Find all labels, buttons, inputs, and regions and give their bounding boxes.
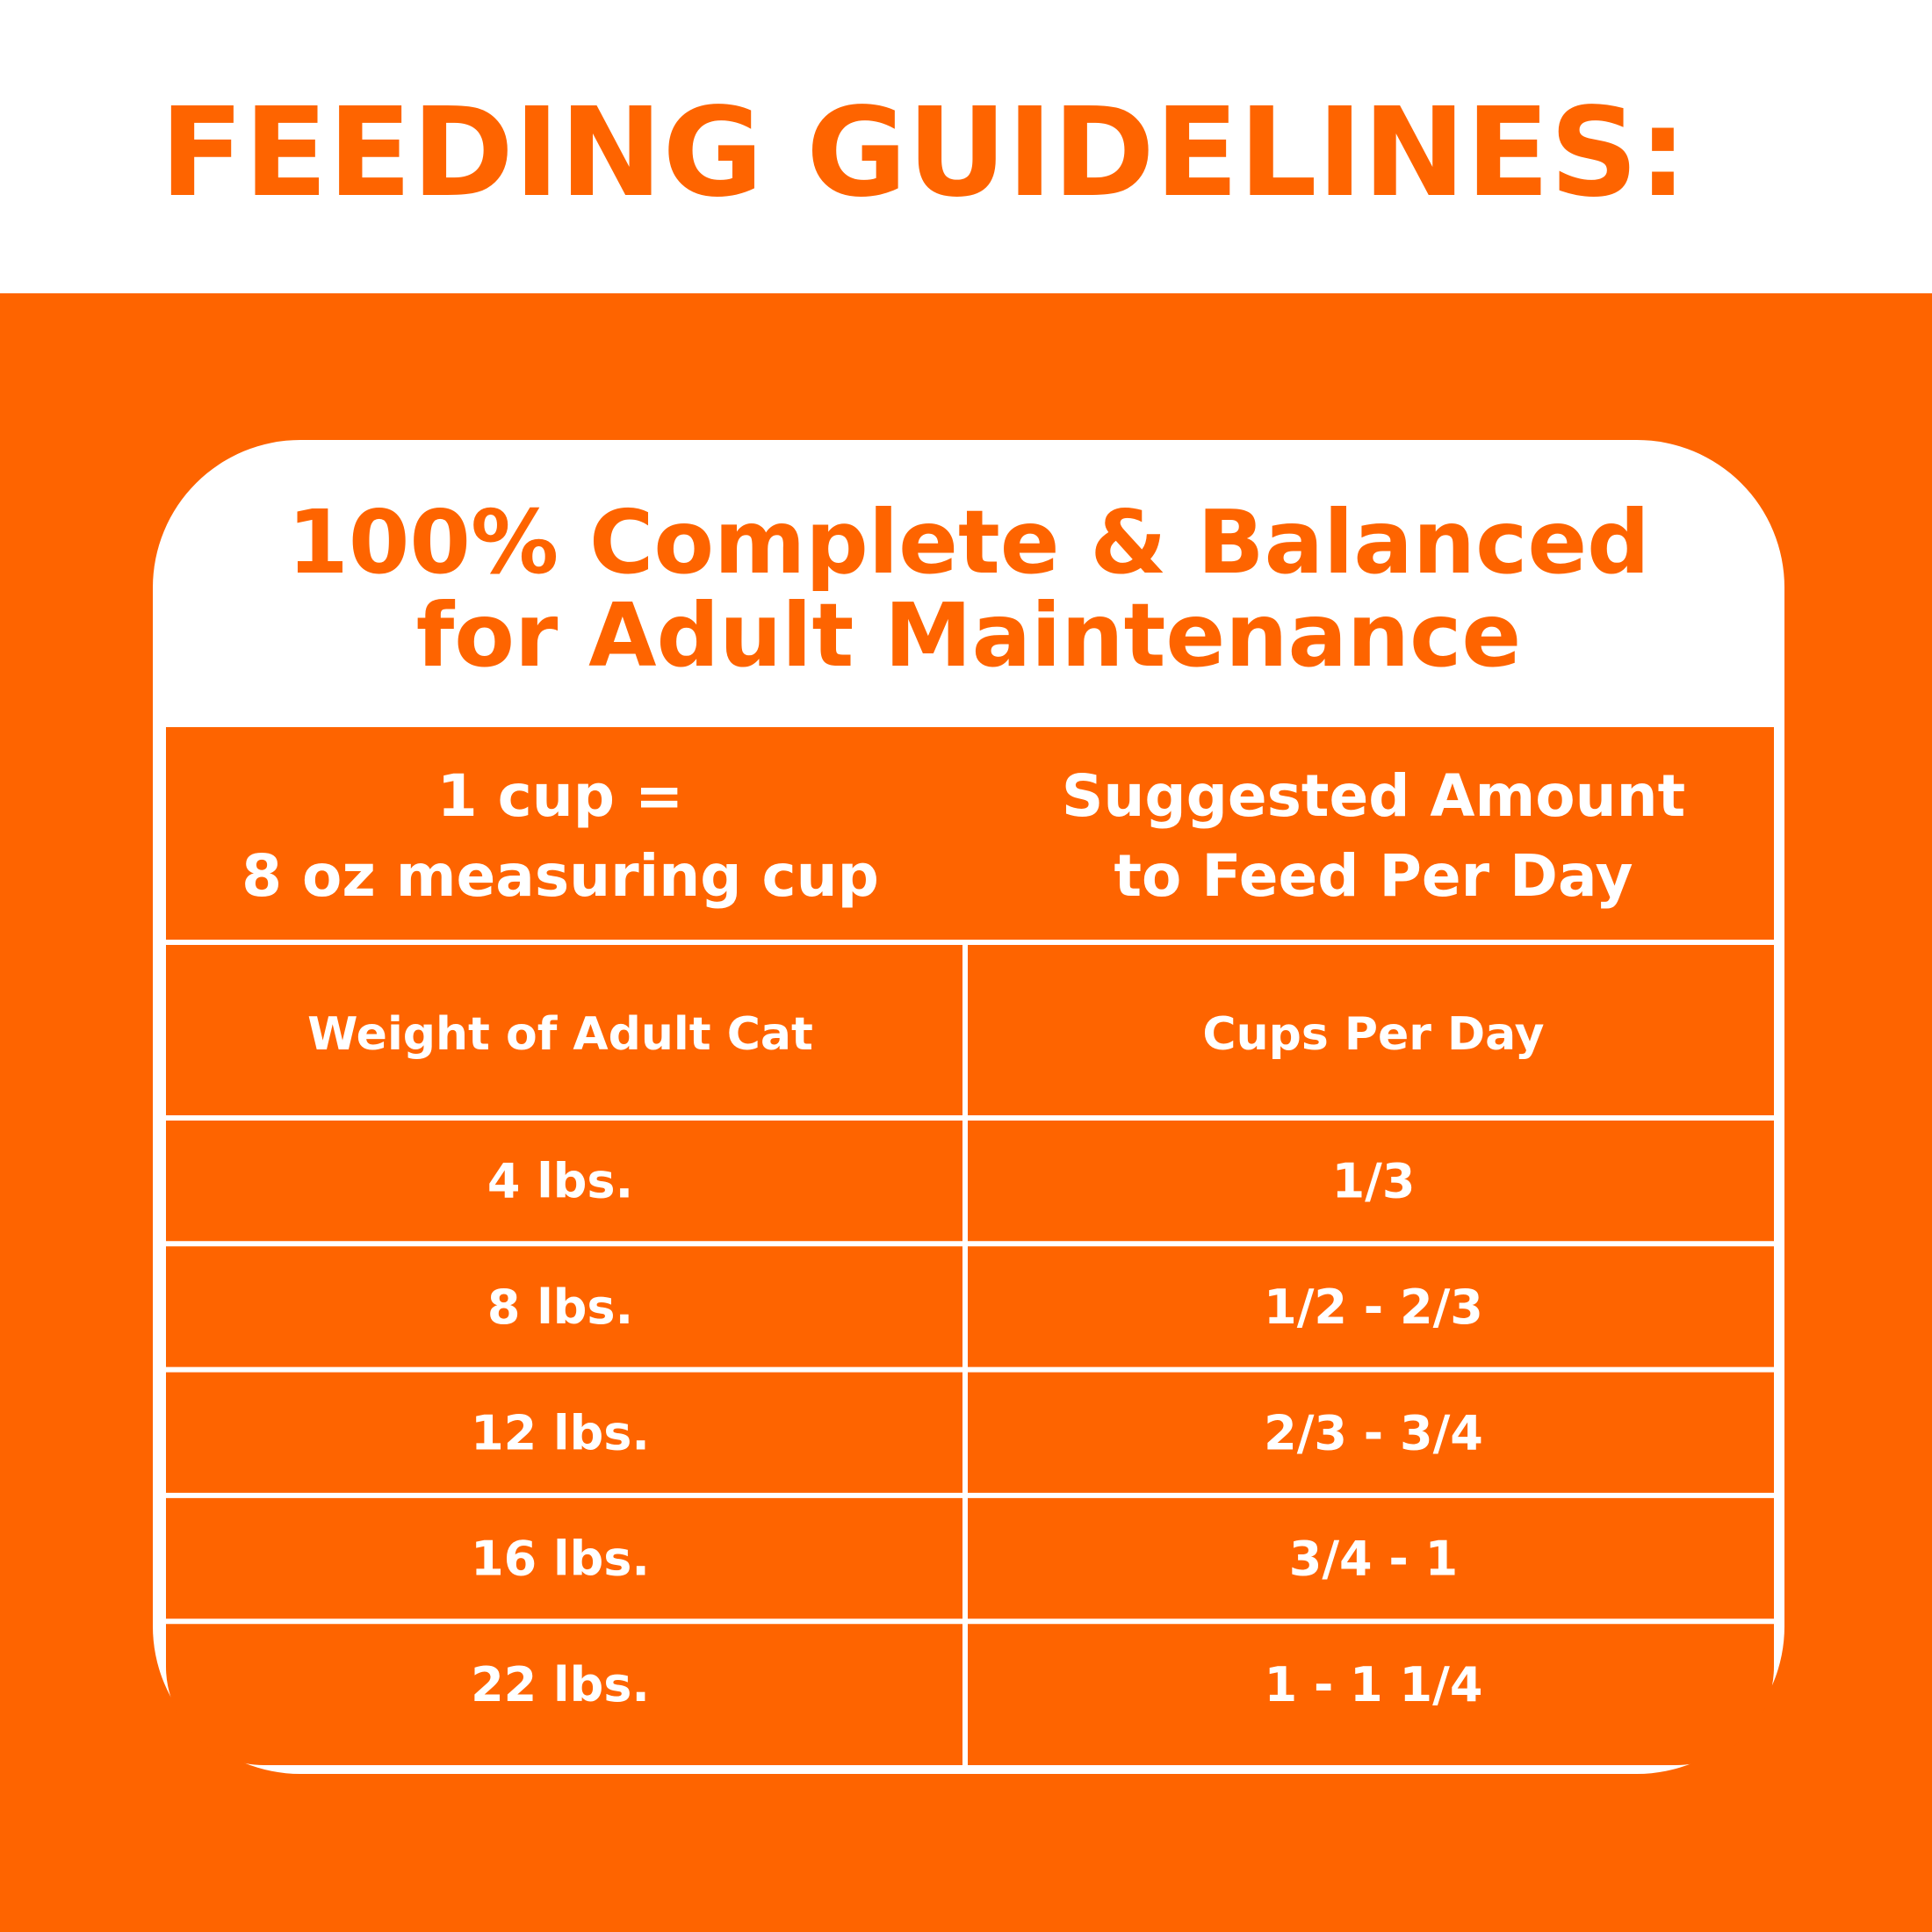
top-band xyxy=(0,0,1932,293)
cell-text: 22 lbs. xyxy=(471,1657,650,1712)
card-heading: for Adult Maintenance xyxy=(416,584,1521,687)
table: 1 cup = 8 oz measuring cup Suggested Amoun… xyxy=(166,762,1774,1770)
cell-text: 12 lbs. xyxy=(471,1405,650,1460)
cell-text: 3/4 - 1 xyxy=(1289,1532,1458,1587)
cell-text: 2/3 - 3/4 xyxy=(1264,1405,1483,1460)
page-title: FEEDING GUIDELINES: xyxy=(160,82,1687,225)
card-heading: 100% Complete & Balanced xyxy=(287,491,1650,594)
cell-text: 8 lbs. xyxy=(487,1280,633,1335)
column-title: Cups Per Day xyxy=(1202,1008,1544,1061)
column-title: Weight of Adult Cat xyxy=(307,1008,813,1061)
header-text: Suggested Amount xyxy=(1062,762,1685,830)
header-text: 1 cup = xyxy=(437,762,684,830)
header-text: 8 oz measuring cup xyxy=(242,842,879,910)
cell-text: 1/3 xyxy=(1332,1154,1416,1209)
header-text: to Feed Per Day xyxy=(1114,842,1633,910)
cell-text: 1 - 1 1/4 xyxy=(1265,1657,1483,1712)
cell-text: 16 lbs. xyxy=(471,1532,650,1587)
cell-text: 4 lbs. xyxy=(487,1154,633,1209)
cell-text: 1/2 - 2/3 xyxy=(1264,1280,1483,1335)
